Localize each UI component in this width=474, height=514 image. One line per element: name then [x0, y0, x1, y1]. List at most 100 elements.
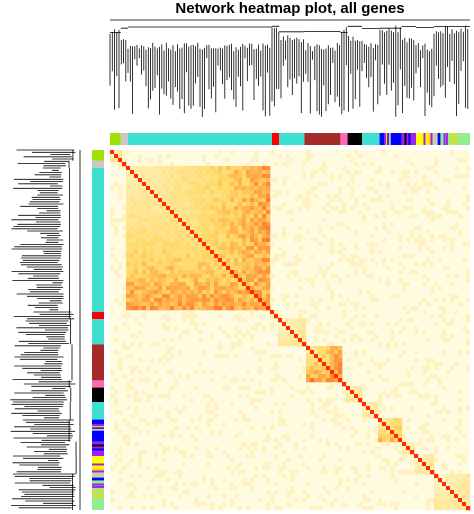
heatmap-cell [282, 178, 287, 183]
heatmap-cell [322, 470, 327, 475]
heatmap-cell [258, 290, 263, 295]
heatmap-cell [242, 386, 247, 391]
heatmap-cell [226, 202, 231, 207]
heatmap-cell [178, 470, 183, 475]
heatmap-cell [246, 370, 251, 375]
heatmap-cell [322, 402, 327, 407]
heatmap-cell [126, 314, 131, 319]
heatmap-cell [134, 390, 139, 395]
heatmap-cell [350, 186, 355, 191]
heatmap-cell [350, 178, 355, 183]
heatmap-cell [438, 502, 443, 507]
heatmap-cell [454, 166, 459, 171]
heatmap-cell [442, 434, 447, 439]
heatmap-cell [190, 258, 195, 263]
heatmap-cell [142, 242, 147, 247]
heatmap-cell [126, 190, 131, 195]
heatmap-cell [354, 466, 359, 471]
heatmap-cell [190, 242, 195, 247]
heatmap-cell [190, 398, 195, 403]
heatmap-cell [266, 190, 271, 195]
heatmap-cell [170, 186, 175, 191]
heatmap-cell [338, 370, 343, 375]
heatmap-cell [322, 358, 327, 363]
heatmap-cell [198, 186, 203, 191]
heatmap-cell [274, 482, 279, 487]
heatmap-cell [158, 490, 163, 495]
heatmap-cell [326, 346, 331, 351]
heatmap-cell [258, 306, 263, 311]
heatmap-cell [162, 210, 167, 215]
heatmap-cell [462, 482, 467, 487]
heatmap-cell [150, 178, 155, 183]
heatmap-cell [170, 282, 175, 287]
heatmap-cell [270, 178, 275, 183]
heatmap-matrix [110, 150, 471, 511]
heatmap-cell [226, 206, 231, 211]
heatmap-cell [242, 470, 247, 475]
heatmap-cell [218, 254, 223, 259]
heatmap-cell [234, 486, 239, 491]
heatmap-cell [242, 190, 247, 195]
heatmap-cell [158, 230, 163, 235]
heatmap-cell [354, 350, 359, 355]
heatmap-cell [186, 206, 191, 211]
heatmap-cell [334, 410, 339, 415]
heatmap-cell [394, 394, 399, 399]
heatmap-cell [410, 462, 415, 467]
heatmap-cell [182, 254, 187, 259]
heatmap-cell [174, 194, 179, 199]
heatmap-cell [246, 278, 251, 283]
heatmap-cell [202, 250, 207, 255]
heatmap-cell [458, 214, 463, 219]
heatmap-cell [214, 238, 219, 243]
heatmap-cell [266, 194, 271, 199]
heatmap-cell [138, 222, 143, 227]
heatmap-cell [134, 194, 139, 199]
heatmap-cell [250, 238, 255, 243]
heatmap-cell [414, 458, 419, 463]
heatmap-cell [306, 358, 311, 363]
heatmap-cell [422, 426, 427, 431]
heatmap-cell [194, 286, 199, 291]
heatmap-cell [450, 482, 455, 487]
heatmap-cell [186, 298, 191, 303]
heatmap-cell [430, 290, 435, 295]
heatmap-cell [242, 218, 247, 223]
heatmap-cell [446, 486, 451, 491]
heatmap-cell [150, 182, 155, 187]
heatmap-cell [430, 358, 435, 363]
heatmap-cell [382, 378, 387, 383]
heatmap-cell [198, 222, 203, 227]
heatmap-cell [238, 318, 243, 323]
heatmap-cell [154, 190, 159, 195]
heatmap-cell [246, 254, 251, 259]
heatmap-cell [194, 386, 199, 391]
heatmap-cell [162, 186, 167, 191]
heatmap-cell [422, 330, 427, 335]
heatmap-cell [422, 178, 427, 183]
heatmap-cell [162, 242, 167, 247]
heatmap-cell [126, 250, 131, 255]
heatmap-cell [426, 338, 431, 343]
heatmap-cell [466, 502, 471, 507]
heatmap-cell [146, 486, 151, 491]
heatmap-cell [222, 194, 227, 199]
heatmap-cell [214, 278, 219, 283]
heatmap-cell [146, 202, 151, 207]
heatmap-cell [274, 438, 279, 443]
heatmap-cell [114, 270, 119, 275]
heatmap-cell [454, 226, 459, 231]
left-colorbar-segment [92, 150, 104, 161]
heatmap-cell [334, 206, 339, 211]
heatmap-cell [262, 462, 267, 467]
heatmap-cell [146, 398, 151, 403]
heatmap-cell [178, 190, 183, 195]
heatmap-cell [242, 210, 247, 215]
heatmap-cell [202, 282, 207, 287]
heatmap-cell [166, 298, 171, 303]
heatmap-cell [250, 222, 255, 227]
heatmap-cell [130, 238, 135, 243]
heatmap-cell [206, 178, 211, 183]
heatmap-cell [434, 474, 439, 479]
